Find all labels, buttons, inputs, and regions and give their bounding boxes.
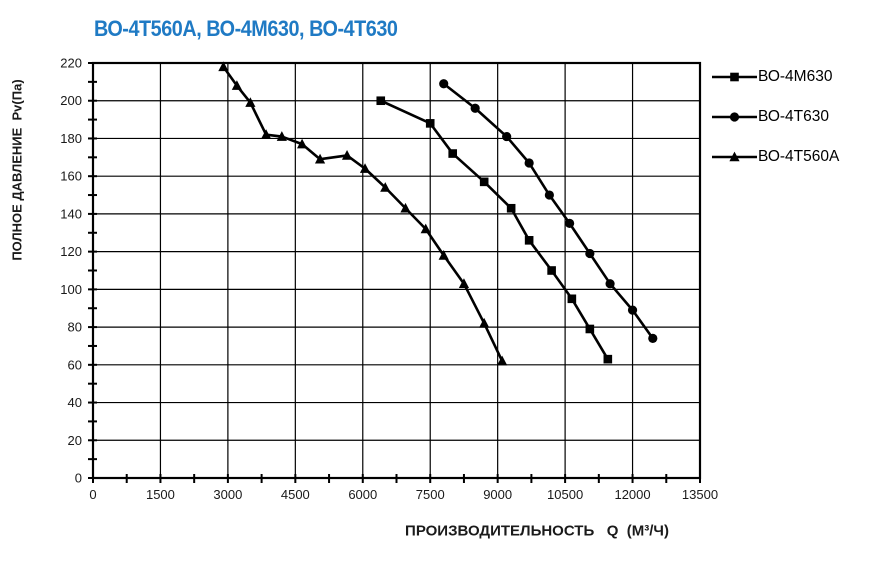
y-tick-label: 0: [75, 471, 82, 486]
y-tick-label: 40: [68, 395, 82, 410]
legend-marker-triangle-icon: [712, 151, 757, 162]
data-point-square: [524, 236, 534, 245]
legend-marker-square-icon: [712, 72, 757, 82]
data-point-triangle: [420, 223, 431, 234]
series-ВО-4Т560А: [218, 61, 508, 366]
legend-label: ВО-4Т630: [758, 108, 829, 125]
y-tick-label: 180: [60, 131, 82, 146]
x-tick-label: 10500: [547, 487, 583, 502]
legend-item: ВО-4Т560А: [711, 149, 893, 165]
data-point-square: [425, 119, 435, 128]
data-point-square: [506, 203, 516, 213]
data-point-circle: [585, 248, 595, 259]
data-point-triangle: [359, 163, 371, 173]
data-point-triangle: [341, 150, 353, 160]
series-line: [380, 99, 609, 360]
data-point-circle: [729, 112, 740, 122]
data-point-square: [603, 354, 613, 364]
data-point-square: [376, 96, 386, 106]
series-line: [222, 66, 504, 362]
x-tick-label: 7500: [416, 487, 445, 502]
chart-title: ВО-4Т560А, ВО-4М630, ВО-4Т630: [94, 16, 398, 41]
data-point-circle: [648, 333, 658, 344]
x-tick-label: 13500: [682, 487, 718, 502]
legend-label: ВО-4Т560А: [758, 148, 840, 165]
legend-item: ВО-4М630: [711, 69, 893, 85]
data-point-triangle: [438, 250, 449, 260]
data-point-triangle: [261, 129, 272, 139]
data-point-square: [547, 266, 556, 275]
data-point-circle: [565, 218, 575, 228]
series-ВО-4Т630: [439, 79, 658, 344]
y-tick-label: 120: [60, 244, 82, 259]
x-tick-label: 1500: [146, 487, 175, 502]
series-line: [442, 82, 654, 340]
data-point-square: [479, 177, 489, 187]
data-point-circle: [470, 103, 480, 113]
y-tick-label: 60: [68, 357, 82, 372]
data-point-triangle: [218, 61, 229, 72]
data-point-triangle: [380, 182, 391, 192]
data-point-circle: [605, 279, 615, 289]
data-point-circle: [439, 79, 449, 89]
series-ВО-4М630: [376, 96, 613, 364]
legend-label: ВО-4М630: [758, 68, 833, 85]
data-point-circle: [627, 305, 638, 315]
y-tick-label: 100: [60, 282, 82, 297]
data-point-triangle: [314, 153, 326, 164]
data-point-square: [730, 72, 739, 82]
data-point-square: [448, 149, 458, 158]
data-point-circle: [502, 131, 512, 142]
x-tick-label: 9000: [483, 487, 512, 502]
y-tick-label: 220: [60, 56, 82, 71]
legend: ВО-4М630 ВО-4Т630 ВО-4Т560А: [711, 69, 893, 165]
data-point-triangle: [479, 317, 490, 328]
x-tick-label: 4500: [281, 487, 310, 502]
data-point-triangle: [497, 355, 508, 366]
x-tick-label: 12000: [614, 487, 650, 502]
data-point-circle: [524, 158, 534, 168]
data-point-triangle: [245, 97, 256, 107]
data-point-square: [585, 324, 595, 334]
x-tick-label: 6000: [348, 487, 377, 502]
data-point-circle: [544, 190, 554, 200]
y-tick-label: 140: [60, 206, 82, 221]
data-point-triangle: [296, 138, 308, 149]
plot-border: [91, 61, 702, 480]
data-point-triangle: [276, 131, 287, 141]
data-point-triangle: [231, 80, 242, 90]
x-axis-title: ПРОИЗВОДИТЕЛЬНОСТЬ Q (М³/Ч): [405, 522, 669, 540]
data-point-triangle: [729, 151, 740, 162]
y-tick-label: 80: [68, 320, 82, 335]
data-point-triangle: [400, 202, 411, 213]
legend-item: ВО-4Т630: [711, 109, 893, 125]
legend-marker-circle-icon: [712, 112, 757, 122]
data-point-square: [567, 294, 577, 304]
y-tick-label: 160: [60, 169, 82, 184]
data-point-triangle: [458, 278, 470, 289]
y-tick-label: 20: [68, 433, 82, 448]
x-tick-label: 0: [89, 487, 96, 502]
y-tick-label: 200: [60, 93, 82, 108]
x-tick-label: 3000: [213, 487, 242, 502]
